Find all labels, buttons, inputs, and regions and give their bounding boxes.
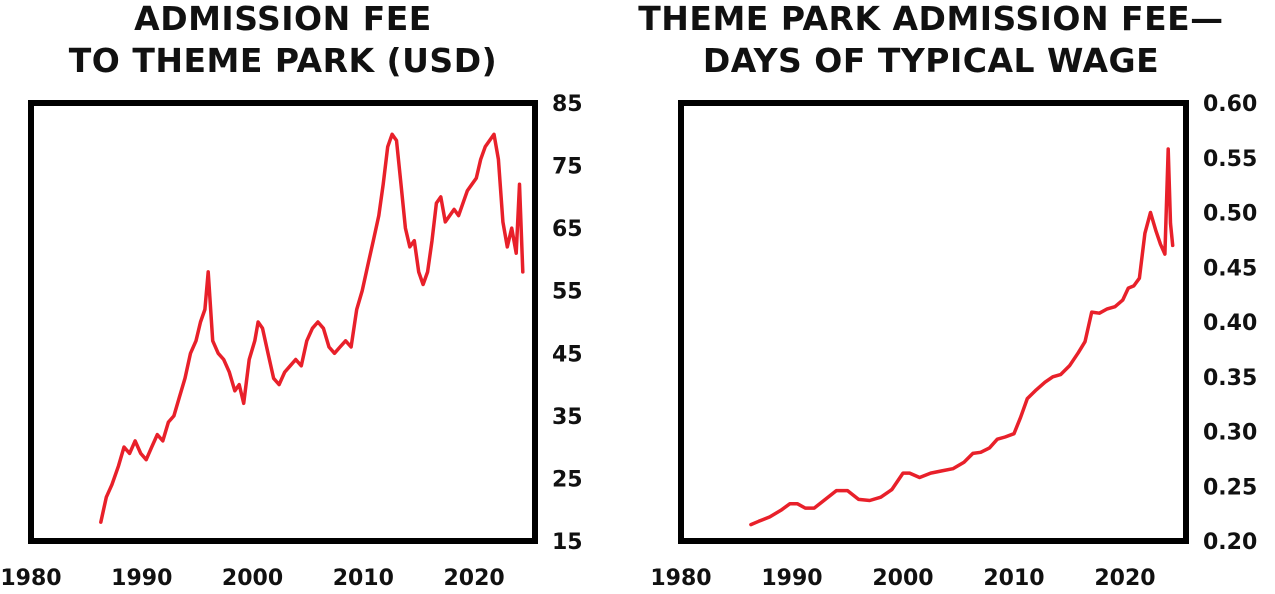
series-line xyxy=(749,147,1175,527)
y-tick-label: 0.35 xyxy=(1203,366,1257,391)
x-tick-label: 2020 xyxy=(1094,566,1155,591)
x-tick-label: 1980 xyxy=(0,566,61,591)
x-tick-label: 2000 xyxy=(872,566,933,591)
y-tick-label: 25 xyxy=(552,467,583,492)
y-tick-label: 0.40 xyxy=(1203,311,1257,336)
y-tick-label: 0.60 xyxy=(1203,92,1257,117)
series-line xyxy=(99,132,525,524)
y-tick-label: 0.30 xyxy=(1203,421,1257,446)
left-chart-panel: ADMISSION FEE TO THEME PARK (USD) 15 25 35 45… xyxy=(0,0,582,591)
y-tick-label: 45 xyxy=(552,342,583,367)
y-tick-label: 85 xyxy=(552,92,583,117)
y-tick-label: 15 xyxy=(552,530,583,555)
x-tick-label: 1990 xyxy=(111,566,172,591)
y-tick-label: 65 xyxy=(552,217,583,242)
right-chart-panel: THEME PARK ADMISSION FEE— DAYS OF TYPICAL… xyxy=(638,0,1257,591)
y-tick-label: 35 xyxy=(552,405,583,430)
x-tick-label: 1980 xyxy=(650,566,711,591)
y-tick-label: 0.45 xyxy=(1203,256,1257,281)
y-tick-label: 0.25 xyxy=(1203,475,1257,500)
y-tick-label: 75 xyxy=(552,155,583,180)
chart-title: ADMISSION FEE TO THEME PARK (USD) xyxy=(69,0,497,80)
y-tick-label: 0.20 xyxy=(1203,530,1257,555)
plot-frame xyxy=(678,100,1189,544)
y-tick-label: 0.50 xyxy=(1203,202,1257,227)
y-tick-label: 55 xyxy=(552,280,583,305)
y-tick-label: 0.55 xyxy=(1203,147,1257,172)
x-tick-label: 2010 xyxy=(333,566,394,591)
plot-frame xyxy=(28,100,538,544)
x-tick-label: 1990 xyxy=(761,566,822,591)
x-tick-label: 2010 xyxy=(983,566,1044,591)
x-tick-label: 2000 xyxy=(222,566,283,591)
chart-title: THEME PARK ADMISSION FEE— DAYS OF TYPICAL… xyxy=(638,0,1223,80)
x-tick-label: 2020 xyxy=(443,566,504,591)
